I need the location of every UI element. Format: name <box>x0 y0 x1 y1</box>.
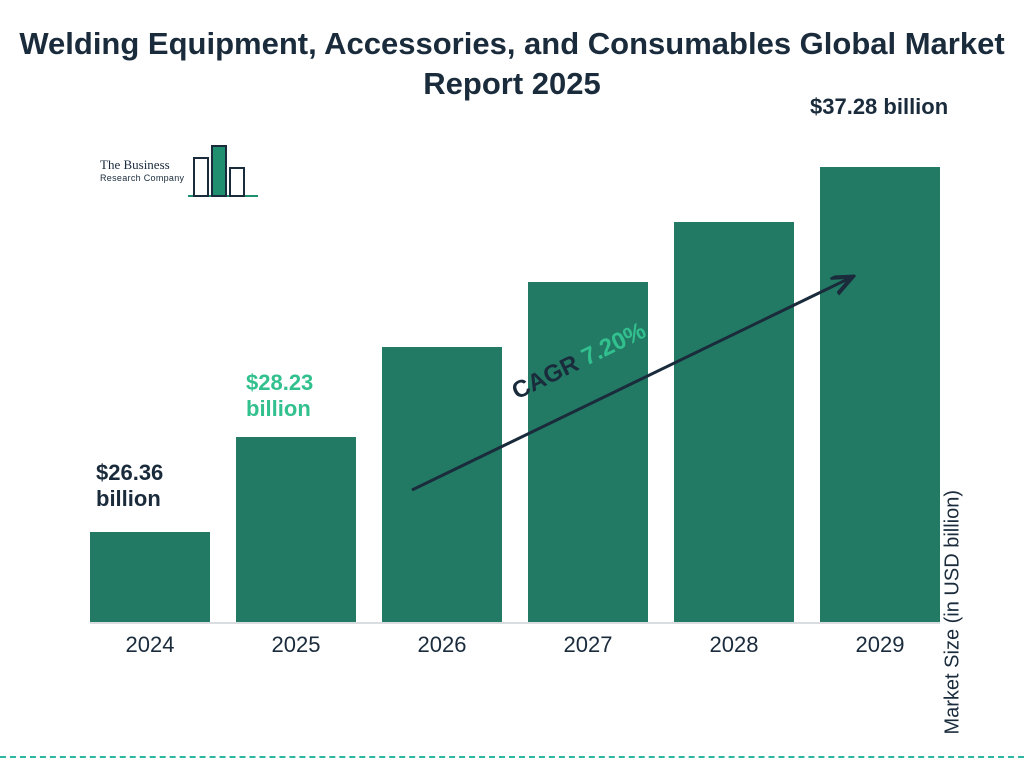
bottom-dashed-line <box>0 756 1024 758</box>
bar-2025: 2025 <box>236 437 356 622</box>
x-tick-label: 2028 <box>710 632 759 658</box>
bar-chart: 2024 2025 2026 2027 2028 2029 $26.36 bil… <box>90 120 940 680</box>
bar-rect <box>820 167 940 622</box>
bar-rect <box>90 532 210 622</box>
y-axis-title: Market Size (in USD billion) <box>942 490 965 735</box>
bar-2024: 2024 <box>90 532 210 622</box>
x-tick-label: 2025 <box>272 632 321 658</box>
bar-2028: 2028 <box>674 222 794 622</box>
bar-rect <box>382 347 502 622</box>
bar-2026: 2026 <box>382 347 502 622</box>
x-tick-label: 2029 <box>856 632 905 658</box>
x-tick-label: 2027 <box>564 632 613 658</box>
bar-rect <box>674 222 794 622</box>
value-label-2029: $37.28 billion <box>810 94 948 120</box>
x-tick-label: 2024 <box>126 632 175 658</box>
x-axis-line <box>90 622 940 624</box>
value-label-2024: $26.36 billion <box>96 460 206 513</box>
chart-title: Welding Equipment, Accessories, and Cons… <box>0 24 1024 105</box>
bar-2029: 2029 <box>820 167 940 622</box>
x-tick-label: 2026 <box>418 632 467 658</box>
bar-rect <box>236 437 356 622</box>
value-label-2025: $28.23 billion <box>246 370 356 423</box>
